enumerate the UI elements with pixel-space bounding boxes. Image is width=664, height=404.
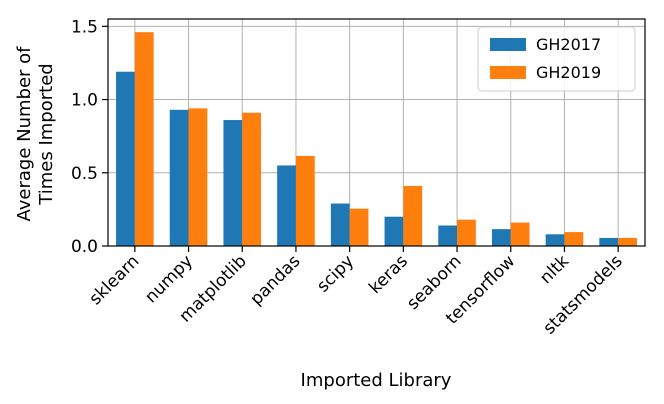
plot-frame xyxy=(107,18,646,247)
x-tick-label-sklearn: sklearn xyxy=(86,251,144,309)
x-tick-label-scipy: scipy xyxy=(313,251,358,296)
bar-gh2019-statsmodels xyxy=(618,237,637,246)
legend-swatch-gh2019 xyxy=(490,66,526,79)
bar-gh2017-numpy xyxy=(169,109,189,246)
bar-gh2019-numpy xyxy=(188,108,208,247)
y-axis: 0.0 0.5 1.0 1.5 xyxy=(71,17,108,257)
y-tick-label-0: 0.0 xyxy=(71,237,98,257)
x-tick-label-keras: keras xyxy=(365,251,412,298)
legend-label-gh2019: GH2019 xyxy=(536,63,601,82)
bar-gh2019-seaborn xyxy=(457,219,476,246)
x-axis-title: Imported Library xyxy=(301,370,452,391)
y-axis-title-line-2: Times Imported xyxy=(36,63,57,205)
bar-gh2017-matplotlib xyxy=(223,120,243,246)
bar-gh2019-keras xyxy=(403,185,423,246)
legend: GH2017 GH2019 xyxy=(477,26,636,92)
y-axis-title-line-1: Average Number of xyxy=(14,46,35,222)
bars xyxy=(116,32,637,247)
bar-gh2019-pandas xyxy=(295,155,315,246)
bar-gh2017-seaborn xyxy=(438,225,458,246)
bar-gh2017-statsmodels xyxy=(599,237,619,246)
y-tick-label-3: 1.5 xyxy=(71,17,98,37)
y-tick-label-2: 1.0 xyxy=(71,91,98,111)
bar-gh2017-sklearn xyxy=(116,71,135,246)
legend-label-gh2017: GH2017 xyxy=(536,35,601,54)
bar-gh2017-scipy xyxy=(330,203,350,246)
bar-gh2017-tensorflow xyxy=(491,229,511,246)
bar-gh2019-matplotlib xyxy=(242,112,262,246)
bar-gh2019-scipy xyxy=(349,208,369,246)
bar-gh2019-tensorflow xyxy=(510,222,530,246)
x-tick-label-nltk: nltk xyxy=(536,251,573,288)
bar-gh2019-nltk xyxy=(564,232,584,246)
bar-gh2017-nltk xyxy=(545,234,565,246)
y-tick-label-1: 0.5 xyxy=(71,164,98,184)
legend-swatch-gh2017 xyxy=(490,38,526,51)
bar-gh2017-keras xyxy=(384,216,404,246)
bar-gh2019-sklearn xyxy=(134,32,154,246)
x-tick-label-pandas: pandas xyxy=(246,251,304,309)
bar-gh2017-pandas xyxy=(277,165,296,246)
